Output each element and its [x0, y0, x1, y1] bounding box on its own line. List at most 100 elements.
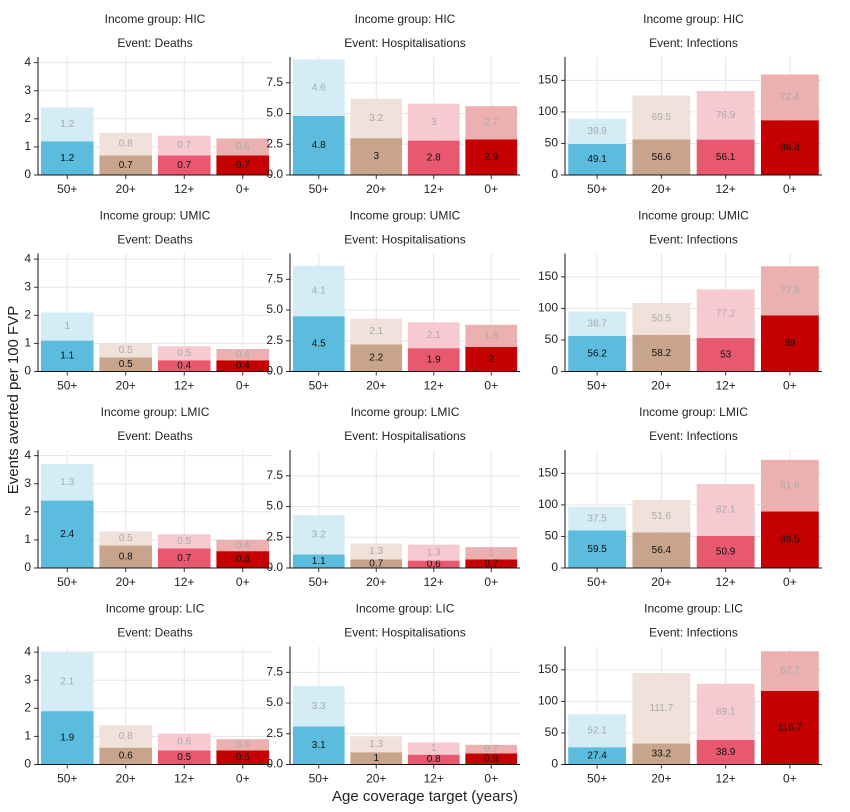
- bar-value-label: 3.1: [312, 740, 326, 751]
- y-tick-label: 1: [24, 729, 31, 743]
- bar-value-label: 37.5: [587, 513, 607, 524]
- panel-title: Income group: LIC: [644, 602, 743, 616]
- x-tick-label: 0+: [783, 182, 797, 196]
- bar-segment: [696, 683, 755, 740]
- x-tick-label: 20+: [651, 772, 671, 786]
- bar-segment: [465, 106, 518, 140]
- bar-segment: [465, 753, 518, 765]
- bar-segment: [292, 726, 345, 765]
- x-tick-label: 20+: [366, 379, 386, 393]
- bar-value-label: 33.2: [652, 749, 672, 760]
- y-tick-label: 7.5: [266, 271, 283, 285]
- y-tick-label: 150: [538, 466, 558, 480]
- bar-value-label: 1.9: [60, 732, 74, 743]
- y-tick-label: 7.5: [266, 468, 283, 482]
- y-tick-label: 0.0: [266, 757, 283, 771]
- bar-value-label: 81.9: [780, 480, 800, 491]
- panel-title: Income group: LIC: [106, 602, 205, 616]
- bar-value-label: 0.7: [177, 553, 191, 564]
- x-tick-label: 0+: [783, 379, 797, 393]
- x-tick-label: 0+: [484, 772, 498, 786]
- bar-value-label: 0.8: [119, 139, 133, 150]
- bar-segment: [568, 336, 627, 372]
- bar-value-label: 50.5: [652, 313, 672, 324]
- bar-value-label: 0.6: [119, 751, 133, 762]
- bar-segment: [157, 534, 211, 549]
- panel-title: Income group: UMIC: [350, 209, 461, 223]
- bar-segment: [465, 346, 518, 372]
- bar-segment: [407, 348, 460, 372]
- bar-value-label: 2.2: [369, 353, 383, 364]
- y-tick-label: 1: [24, 336, 31, 350]
- bar-segment: [157, 548, 211, 568]
- panel-title: Income group: HIC: [355, 12, 456, 26]
- bar-value-label: 53: [720, 349, 732, 360]
- y-tick-label: 2: [24, 111, 31, 125]
- bar-value-label: 56.1: [716, 152, 736, 163]
- bar-value-label: 59.5: [587, 544, 607, 555]
- x-tick-label: 12+: [424, 379, 444, 393]
- bar-segment: [40, 652, 94, 712]
- bar-value-label: 3: [373, 151, 379, 162]
- bar-segment: [760, 120, 819, 175]
- y-tick-label: 2: [24, 307, 31, 321]
- bar-value-label: 1.3: [369, 739, 383, 750]
- bar-value-label: 27.4: [587, 750, 607, 761]
- bar-value-label: 2.1: [427, 330, 441, 341]
- x-tick-label: 50+: [309, 575, 329, 589]
- bar-segment: [568, 530, 627, 568]
- bar-value-label: 2.7: [484, 117, 498, 128]
- bar-value-label: 4.6: [312, 82, 326, 93]
- bar-value-label: 0.6: [236, 554, 250, 565]
- x-tick-label: 50+: [587, 772, 607, 786]
- x-tick-label: 0+: [484, 182, 498, 196]
- x-tick-label: 0+: [783, 575, 797, 589]
- bar-value-label: 1.2: [60, 153, 74, 164]
- bar-value-label: 62.7: [780, 666, 800, 677]
- y-tick-label: 4: [24, 448, 31, 462]
- x-tick-label: 20+: [366, 182, 386, 196]
- bar-value-label: 0.8: [119, 551, 133, 562]
- panel-title: Income group: HIC: [643, 12, 744, 26]
- bar-value-label: 0.8: [427, 754, 441, 765]
- bar-segment: [760, 651, 819, 691]
- bar-value-label: 0.5: [177, 348, 191, 359]
- x-tick-label: 20+: [366, 772, 386, 786]
- x-tick-label: 12+: [174, 182, 194, 196]
- bar-segment: [40, 464, 94, 501]
- x-tick-label: 0+: [484, 379, 498, 393]
- bar-value-label: 0.6: [427, 559, 441, 570]
- x-tick-label: 20+: [651, 575, 671, 589]
- panel-subtitle: Event: Infections: [649, 626, 738, 640]
- bar-value-label: 50.9: [716, 547, 736, 558]
- bar-segment: [99, 357, 153, 372]
- bar-segment: [99, 155, 153, 175]
- panel-title: Income group: HIC: [105, 12, 206, 26]
- bar-segment: [99, 747, 153, 765]
- bar-segment: [350, 318, 403, 345]
- panel-subtitle: Event: Deaths: [117, 626, 192, 640]
- bar-segment: [632, 302, 691, 335]
- bar-value-label: 89: [784, 338, 796, 349]
- bar-value-label: 1.3: [427, 547, 441, 558]
- x-tick-label: 0+: [783, 772, 797, 786]
- bar-segment: [632, 334, 691, 372]
- y-tick-label: 2.5: [266, 333, 283, 347]
- bar-segment: [292, 265, 345, 317]
- bar-segment: [157, 750, 211, 765]
- x-tick-label: 20+: [116, 575, 136, 589]
- bar-value-label: 0.7: [236, 160, 250, 171]
- bar-segment: [696, 484, 755, 536]
- y-tick-label: 0: [551, 167, 558, 181]
- y-tick-label: 5.0: [266, 499, 283, 513]
- bar-segment: [99, 725, 153, 748]
- bar-value-label: 1.3: [369, 546, 383, 557]
- bar-value-label: 39.9: [587, 126, 607, 137]
- bar-value-label: 3: [431, 117, 437, 128]
- bar-value-label: 4.5: [312, 338, 326, 349]
- x-tick-label: 20+: [366, 575, 386, 589]
- bar-segment: [157, 155, 211, 175]
- bar-segment: [216, 551, 270, 568]
- x-tick-label: 12+: [715, 182, 735, 196]
- y-tick-label: 3: [24, 476, 31, 490]
